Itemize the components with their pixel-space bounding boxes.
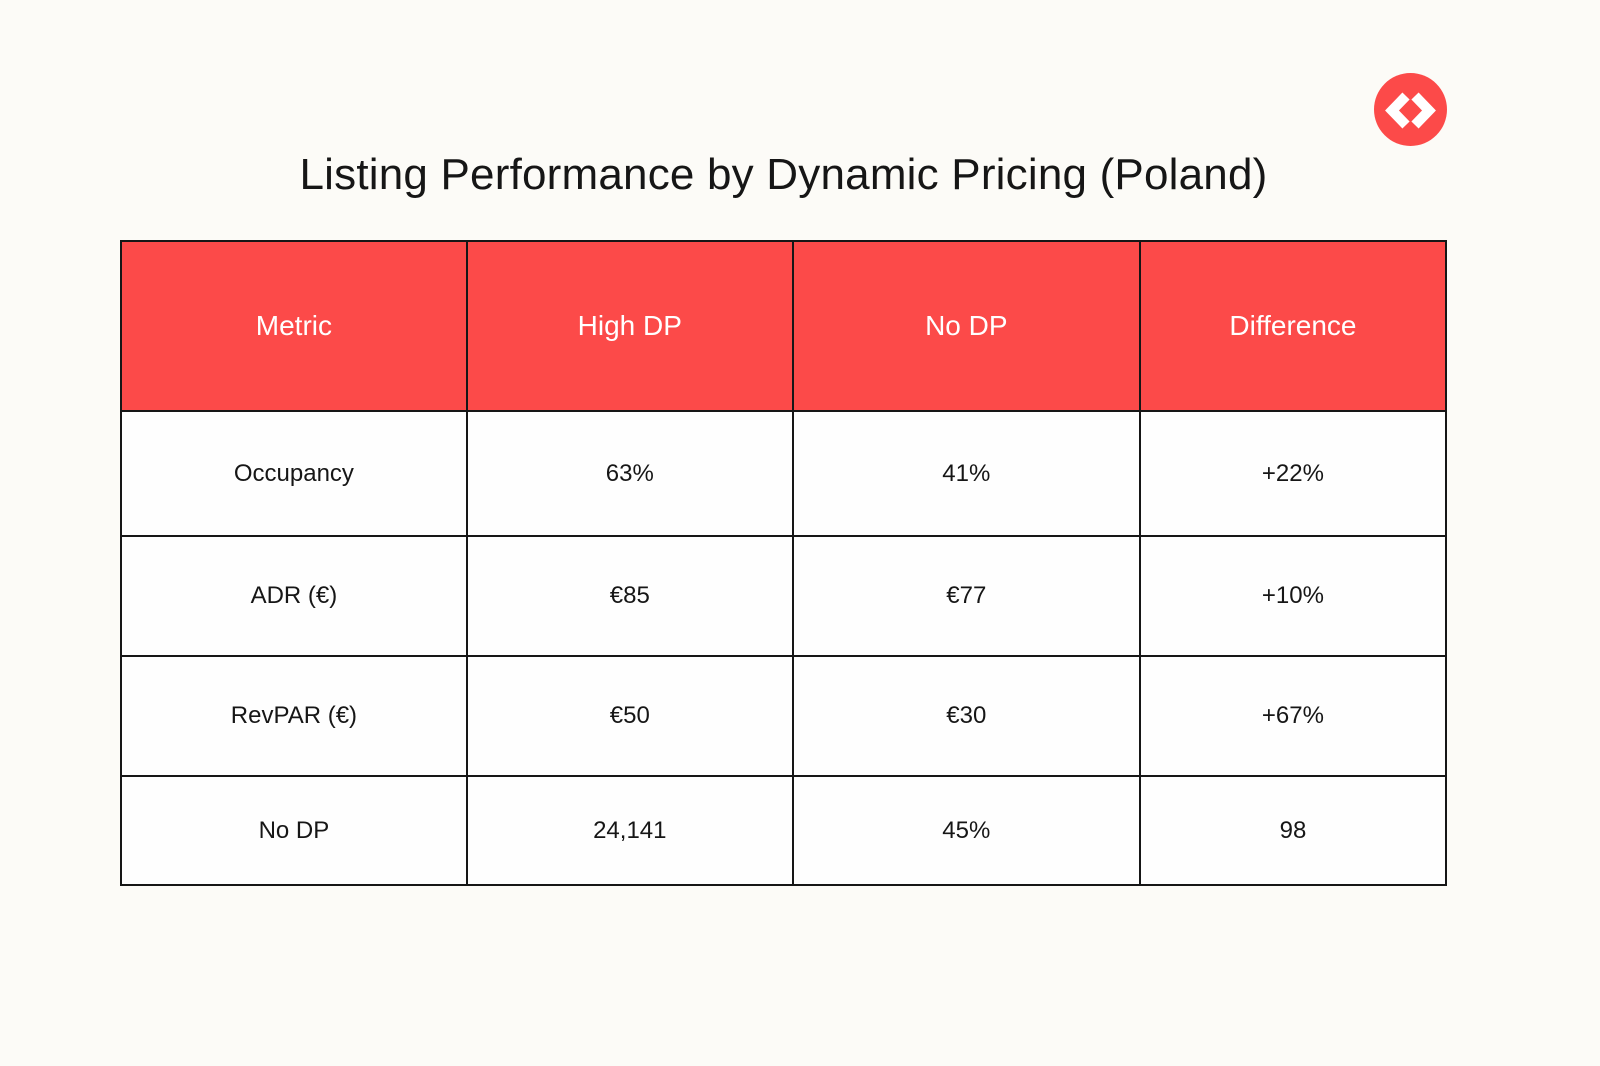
performance-table: Metric High DP No DP Difference Occupanc… [120, 240, 1448, 886]
cell-no-dp: €77 [791, 535, 1141, 657]
table-row-occupancy: Occupancy 63% 41% +22% [120, 410, 1448, 537]
cell-difference: 98 [1138, 775, 1448, 886]
table-row-revpar: RevPAR (€) €50 €30 +67% [120, 655, 1448, 777]
cell-high-dp: €85 [465, 535, 794, 657]
column-header-high-dp: High DP [465, 240, 794, 412]
cell-difference: +67% [1138, 655, 1448, 777]
table-row-adr: ADR (€) €85 €77 +10% [120, 535, 1448, 657]
column-header-difference: Difference [1138, 240, 1448, 412]
cell-metric: RevPAR (€) [120, 655, 468, 777]
brand-logo [1374, 73, 1447, 146]
cell-metric: Occupancy [120, 410, 468, 537]
column-header-no-dp: No DP [791, 240, 1141, 412]
code-brackets-icon [1374, 73, 1447, 146]
cell-difference: +10% [1138, 535, 1448, 657]
cell-high-dp: 24,141 [465, 775, 794, 886]
cell-difference: +22% [1138, 410, 1448, 537]
page-title: Listing Performance by Dynamic Pricing (… [299, 150, 1268, 199]
cell-metric: ADR (€) [120, 535, 468, 657]
table-row-no-dp: No DP 24,141 45% 98 [120, 775, 1448, 886]
cell-metric: No DP [120, 775, 468, 886]
cell-no-dp: 45% [791, 775, 1141, 886]
table-header-row: Metric High DP No DP Difference [120, 240, 1448, 412]
cell-high-dp: 63% [465, 410, 794, 537]
cell-high-dp: €50 [465, 655, 794, 777]
cell-no-dp: 41% [791, 410, 1141, 537]
column-header-metric: Metric [120, 240, 468, 412]
cell-no-dp: €30 [791, 655, 1141, 777]
